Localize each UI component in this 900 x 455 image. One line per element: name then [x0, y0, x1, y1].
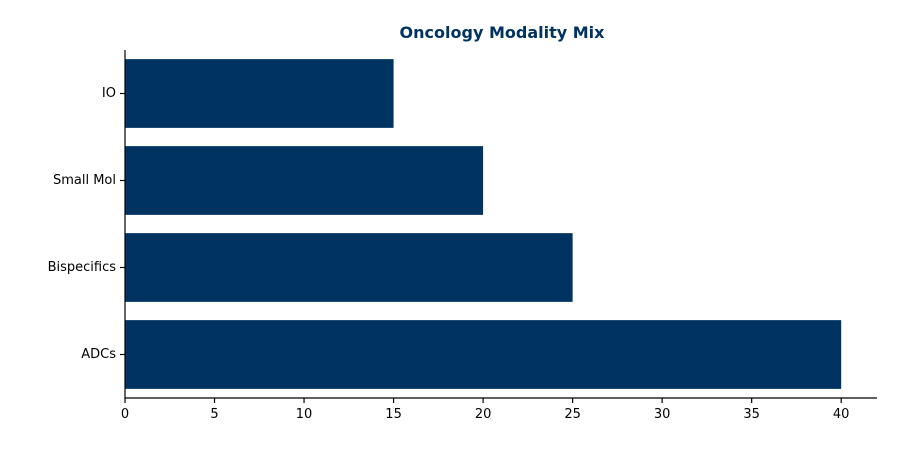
x-tick-label: 35	[743, 407, 760, 422]
y-tick-label: ADCs	[81, 347, 116, 362]
x-tick-label: 15	[385, 407, 402, 422]
bar-adcs	[125, 320, 842, 389]
bar-small-mol	[125, 146, 484, 215]
chart-title: Oncology Modality Mix	[400, 23, 606, 42]
x-tick-label: 30	[654, 407, 671, 422]
bar-io	[125, 59, 394, 128]
bar-bispecifics	[125, 233, 573, 302]
x-tick-label: 20	[475, 407, 492, 422]
y-tick-label: IO	[102, 86, 116, 101]
x-tick-label: 25	[564, 407, 581, 422]
bars-group	[125, 59, 842, 389]
x-tick-label: 10	[296, 407, 313, 422]
y-tick-label: Small Mol	[53, 173, 116, 188]
x-tick-label: 5	[210, 407, 218, 422]
y-ticks-group: ADCs Bispecifics Small Mol IO	[48, 86, 125, 362]
x-ticks-group: 0 5 10 15 20 25 30 35 40	[121, 398, 850, 422]
x-tick-label: 40	[833, 407, 850, 422]
x-tick-label: 0	[121, 407, 129, 422]
y-tick-label: Bispecifics	[48, 260, 117, 275]
